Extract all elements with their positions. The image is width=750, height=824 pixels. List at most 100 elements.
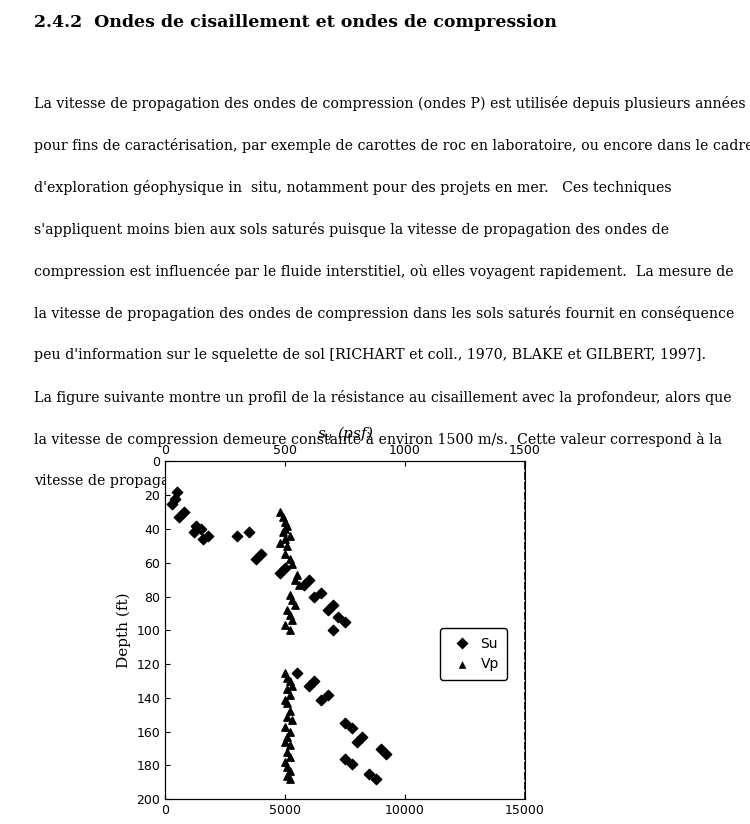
Point	[346, 757, 358, 770]
X-axis label: v$_{p}$ (fps): v$_{p}$ (fps)	[316, 822, 374, 824]
Point	[286, 558, 298, 571]
Point	[363, 767, 375, 780]
Point	[286, 714, 298, 727]
Point	[190, 519, 202, 532]
Point	[255, 548, 267, 561]
Point	[289, 574, 301, 587]
Text: vitesse de propagation d'une onde de compression dans l'eau.: vitesse de propagation d'une onde de com…	[34, 474, 480, 488]
Point	[171, 485, 183, 499]
Text: peu d'information sur le squelette de sol [RICHART et coll., 1970, BLAKE et GILB: peu d'information sur le squelette de so…	[34, 348, 706, 362]
Point	[274, 506, 286, 519]
Point	[188, 526, 200, 539]
Point	[231, 529, 243, 542]
Point	[346, 722, 358, 735]
Point	[281, 519, 293, 532]
Point	[286, 614, 298, 627]
Point	[281, 730, 293, 743]
Point	[291, 666, 303, 679]
Point	[332, 611, 344, 624]
Point	[298, 578, 310, 592]
Point	[284, 705, 296, 718]
Point	[279, 735, 291, 748]
Point	[327, 598, 339, 611]
Point	[279, 720, 291, 733]
Point	[281, 746, 293, 759]
Point	[279, 666, 291, 679]
Point	[195, 522, 207, 536]
Point	[277, 526, 289, 539]
Point	[281, 696, 293, 709]
Point	[243, 526, 255, 539]
Point	[281, 603, 293, 616]
Point	[315, 587, 327, 600]
Point	[166, 497, 178, 510]
Text: 2.4.2  Ondes de cisaillement et ondes de compression: 2.4.2 Ondes de cisaillement et ondes de …	[34, 14, 556, 31]
Point	[279, 532, 291, 545]
Point	[281, 671, 293, 684]
Point	[286, 680, 298, 693]
Text: la vitesse de propagation des ondes de compression dans les sols saturés fournit: la vitesse de propagation des ondes de c…	[34, 306, 734, 321]
Point	[281, 761, 293, 774]
Point	[279, 561, 291, 574]
Point	[281, 769, 293, 782]
X-axis label: s$_{u}$ (psf): s$_{u}$ (psf)	[316, 424, 374, 443]
Point	[277, 511, 289, 524]
Point	[279, 516, 291, 529]
Point	[322, 688, 334, 701]
Point	[284, 738, 296, 751]
Text: compression est influencée par le fluide interstitiel, où elles voyagent rapidem: compression est influencée par le fluide…	[34, 264, 734, 279]
Text: la vitesse de compression demeure constante à environ 1500 m/s.  Cette valeur co: la vitesse de compression demeure consta…	[34, 432, 722, 447]
Point	[169, 492, 181, 505]
Point	[281, 540, 293, 553]
Point	[281, 710, 293, 723]
Point	[284, 553, 296, 566]
Point	[281, 683, 293, 696]
Point	[284, 675, 296, 688]
Point	[339, 752, 351, 765]
Point	[279, 756, 291, 769]
Point	[251, 553, 262, 566]
Point	[284, 764, 296, 777]
Point	[284, 588, 296, 602]
Point	[284, 529, 296, 542]
Point	[284, 772, 296, 785]
Text: La vitesse de propagation des ondes de compression (ondes P) est utilisée depuis: La vitesse de propagation des ondes de c…	[34, 96, 746, 110]
Text: d'exploration géophysique in  situ, notamment pour des projets en mer.   Ces tec: d'exploration géophysique in situ, notam…	[34, 180, 671, 194]
Point	[279, 522, 291, 536]
Point	[289, 598, 301, 611]
Y-axis label: Depth (ft): Depth (ft)	[116, 592, 130, 668]
Point	[178, 506, 190, 519]
Point	[308, 590, 320, 603]
Point	[284, 624, 296, 637]
Point	[339, 717, 351, 730]
Point	[284, 609, 296, 622]
Point	[351, 735, 363, 748]
Point	[291, 568, 303, 581]
Point	[327, 624, 339, 637]
Point	[375, 742, 387, 756]
Point	[279, 693, 291, 706]
Point	[284, 688, 296, 701]
Point	[308, 675, 320, 688]
Point	[286, 593, 298, 606]
Point	[274, 536, 286, 549]
Point	[284, 751, 296, 764]
Point	[303, 574, 315, 587]
Text: La figure suivante montre un profil de la résistance au cisaillement avec la pro: La figure suivante montre un profil de l…	[34, 390, 731, 405]
Point	[202, 529, 214, 542]
Point	[279, 548, 291, 561]
Point	[293, 578, 305, 592]
Point	[339, 616, 351, 629]
Text: pour fins de caractérisation, par exemple de carottes de roc en laboratoire, ou : pour fins de caractérisation, par exempl…	[34, 138, 750, 152]
Point	[370, 772, 382, 785]
Point	[284, 725, 296, 738]
Point	[356, 730, 368, 743]
Point	[380, 747, 392, 761]
Legend: Su, Vp: Su, Vp	[440, 628, 507, 680]
Point	[197, 532, 209, 545]
Text: s'appliquent moins bien aux sols saturés puisque la vitesse de propagation des o: s'appliquent moins bien aux sols saturés…	[34, 222, 669, 236]
Point	[173, 511, 185, 524]
Point	[322, 603, 334, 616]
Point	[279, 619, 291, 632]
Point	[274, 566, 286, 579]
